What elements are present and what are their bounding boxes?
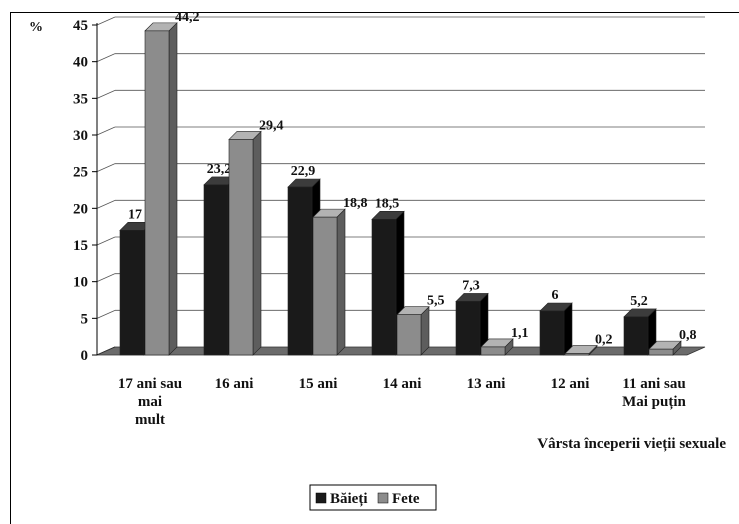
bar-side [252,130,262,356]
bar-baieti: 5,2 [623,294,657,356]
x-category-label: 17 ani sau [118,376,182,392]
x-category-label: 12 ani [551,376,590,392]
gridline-depth [96,273,116,283]
bar-side [168,22,178,356]
gridline-depth [96,16,116,26]
bar-front [455,301,481,356]
gridlines [96,16,705,356]
bar-side [420,305,430,356]
legend-label: Băieți [330,491,368,507]
bar-baieti: 7,3 [455,278,489,356]
bar-front [203,184,229,356]
bar-baieti: 18,5 [371,196,405,356]
bar-front [119,230,145,356]
gridline-depth [96,236,116,246]
bar-fete: 18,8 [312,196,368,356]
data-label: 22,9 [291,164,316,179]
legend: Băieți Fete [309,484,437,511]
x-category-label: 16 ani [215,376,254,392]
bar-fete: 1,1 [480,326,529,356]
bar-front [480,346,506,356]
gridline-depth [96,89,116,99]
y-tick-label: 0 [81,348,89,364]
data-label: 18,8 [343,196,368,211]
gridline-depth [96,163,116,173]
data-label: 7,3 [462,278,480,293]
y-tick-label: 35 [73,91,88,107]
y-tick-label: 45 [73,18,88,34]
data-label: 5,5 [427,294,445,309]
data-label: 6 [552,288,559,303]
data-label: 23,2 [207,162,232,177]
y-tick-label: 40 [73,55,88,71]
legend-swatch [315,492,327,504]
gridline-depth [96,199,116,209]
bar-fete: 29,4 [228,118,284,356]
legend-box [309,484,437,511]
x-axis-categories: 17 ani sau mai mult 16 ani 15 ani 14 ani 13 an… [118,376,687,428]
chart-frame [10,12,739,524]
gridline-depth [96,309,116,319]
x-category-label: mult [135,412,165,428]
data-label: 1,1 [511,326,529,341]
gridline-depth [96,126,116,136]
y-axis-unit-label: % [29,20,43,35]
x-category-label: Mai puțin [622,394,686,410]
bars: 17 44,2 23,2 29,4 22,9 18,8 18,5 5,5 7,3 1,1 6 0,2 5… [119,10,697,356]
bar-front [228,139,254,356]
bar-fete: 0,2 [564,333,613,356]
bar-front [623,316,649,356]
y-tick-label: 5 [81,311,89,327]
data-label: 29,4 [259,118,284,133]
bar-fete: 5,5 [396,294,445,356]
x-category-label: 15 ani [299,376,338,392]
data-label: 5,2 [630,294,648,309]
data-label: 17 [128,207,142,222]
bar-front [396,314,422,356]
gridline-depth [96,53,116,63]
bar-front [312,216,338,356]
data-label: 44,2 [175,10,200,25]
bar-front [564,353,590,356]
y-tick-label: 20 [73,201,88,217]
y-tick-label: 10 [73,275,88,291]
x-category-label: mai [138,394,162,410]
y-tick-label: 15 [73,238,88,254]
bar-front [144,30,170,356]
legend-label: Fete [392,491,420,507]
legend-swatch [377,492,389,504]
bar-baieti: 6 [539,288,573,356]
data-label: 18,5 [375,196,400,211]
bar-front [287,186,313,356]
x-category-label: 13 ani [467,376,506,392]
x-category-label: 11 ani sau [622,376,685,392]
y-tick-label: 30 [73,128,88,144]
data-label: 0,8 [679,328,697,343]
bar-front [539,310,565,356]
bar-fete: 44,2 [144,10,200,356]
bar-fete: 0,8 [648,328,697,356]
bar-side [563,302,573,356]
bar-front [371,219,397,356]
x-axis-title: Vârsta începerii vieții sexuale [537,436,726,452]
y-axis: 0 5 10 15 20 25 30 35 40 45 [73,18,98,364]
y-tick-label: 25 [73,165,88,181]
data-label: 0,2 [595,333,613,348]
bar-front [648,348,674,356]
x-category-label: 14 ani [383,376,422,392]
bar-side [336,208,346,356]
